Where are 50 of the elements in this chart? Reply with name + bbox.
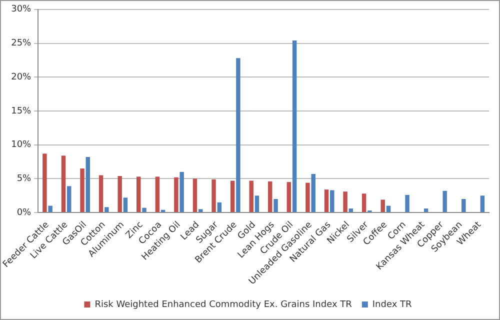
bar: [80, 168, 84, 212]
bar: [380, 200, 385, 212]
bar: [405, 194, 410, 212]
bar: [249, 180, 254, 212]
bar: [230, 180, 235, 212]
bar: [174, 177, 178, 212]
bar: [424, 208, 428, 212]
bar: [217, 202, 222, 212]
bar: [442, 190, 447, 212]
bar: [462, 199, 466, 212]
bar: [180, 172, 184, 212]
bar: [118, 176, 122, 212]
bar: [98, 175, 104, 212]
y-tick-label: 15%: [11, 106, 32, 116]
bar: [155, 176, 160, 212]
bar: [362, 194, 366, 212]
bar: [348, 208, 354, 212]
bar: [268, 181, 272, 212]
y-tick-label: 25%: [11, 38, 32, 49]
y-tick-label: 20%: [11, 72, 32, 82]
bar: [480, 196, 485, 212]
bar: [306, 182, 310, 212]
y-tick-label: 5%: [16, 174, 32, 184]
bar: [324, 190, 329, 212]
bar: [104, 207, 109, 212]
bar: [123, 198, 128, 212]
bar: [136, 176, 141, 212]
bar: [42, 154, 47, 212]
bar: [236, 58, 240, 212]
y-tick-label: 10%: [11, 140, 32, 150]
y-tick-label: 30%: [11, 4, 32, 15]
legend-label: Index TR: [372, 300, 412, 310]
bar: [386, 206, 391, 212]
bar: [343, 192, 348, 212]
bar: [254, 196, 260, 212]
bar: [292, 40, 297, 212]
bar: [274, 199, 278, 212]
bar: [198, 209, 203, 212]
bar: [212, 179, 216, 212]
bar: [286, 182, 292, 212]
bar: [86, 157, 90, 212]
y-tick-label: 0%: [16, 208, 32, 218]
bar: [192, 178, 198, 212]
bar: [48, 206, 52, 212]
bar: [61, 156, 66, 212]
bar: [142, 208, 146, 212]
bar: [330, 190, 334, 212]
bar: [311, 174, 316, 212]
legend-label: Risk Weighted Enhanced Commodity Ex. Grains Index TR: [94, 300, 352, 310]
bar: [66, 186, 72, 212]
